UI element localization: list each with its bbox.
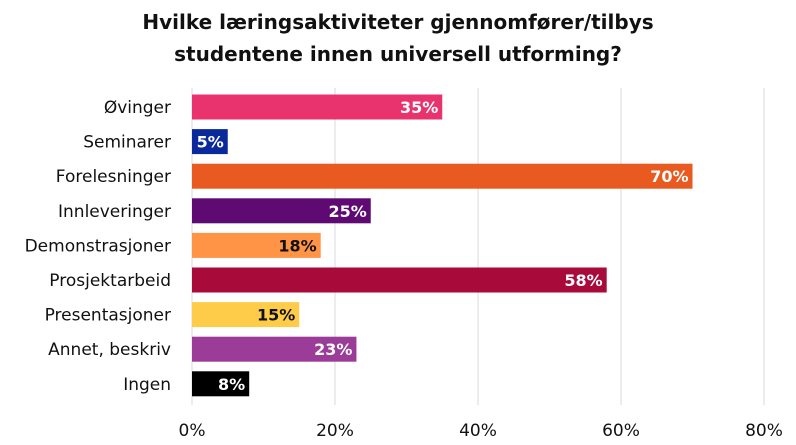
data-label: 5%	[197, 133, 224, 152]
bars	[192, 94, 693, 397]
bar	[192, 198, 371, 224]
category-labels: Øvinger Seminarer Forelesninger Innlevering…	[25, 98, 171, 395]
x-axis-tick-labels: 0% 20% 40% 60% 80%	[179, 421, 783, 441]
category-label: Annet, beskriv	[48, 340, 171, 360]
category-label: Seminarer	[83, 133, 171, 153]
chart-title-line-1: Hvilke læringsaktiviteter gjennomfører/t…	[142, 10, 654, 34]
category-label: Øvinger	[104, 98, 171, 118]
data-labels: 35% 5% 70% 25% 18% 58% 15% 23% 8%	[197, 98, 689, 394]
bar	[192, 336, 357, 362]
chart-title: Hvilke læringsaktiviteter gjennomfører/t…	[0, 6, 796, 70]
x-tick-label: 0%	[179, 421, 206, 441]
category-label: Presentasjoner	[45, 306, 171, 326]
bar	[192, 267, 607, 293]
category-label: Ingen	[123, 375, 171, 395]
data-label: 25%	[328, 202, 366, 221]
bar	[192, 371, 250, 397]
data-label: 70%	[650, 167, 688, 186]
category-label: Forelesninger	[56, 167, 171, 187]
data-label: 8%	[218, 375, 245, 394]
category-label: Innleveringer	[58, 202, 171, 222]
data-label: 35%	[400, 98, 438, 117]
chart-title-line-2: studentene innen universell utforming?	[174, 42, 622, 66]
data-label: 18%	[278, 236, 316, 255]
x-tick-label: 20%	[316, 421, 354, 441]
bar	[192, 94, 443, 120]
bar	[192, 232, 321, 258]
category-label: Prosjektarbeid	[49, 271, 171, 291]
category-label: Demonstrasjoner	[25, 236, 171, 256]
data-label: 23%	[314, 340, 352, 359]
data-label: 58%	[564, 271, 602, 290]
bar	[192, 302, 300, 328]
bar	[192, 129, 228, 155]
bar	[192, 163, 693, 189]
x-tick-label: 80%	[745, 421, 783, 441]
x-tick-label: 60%	[602, 421, 640, 441]
data-label: 15%	[257, 306, 295, 325]
x-tick-label: 40%	[459, 421, 497, 441]
